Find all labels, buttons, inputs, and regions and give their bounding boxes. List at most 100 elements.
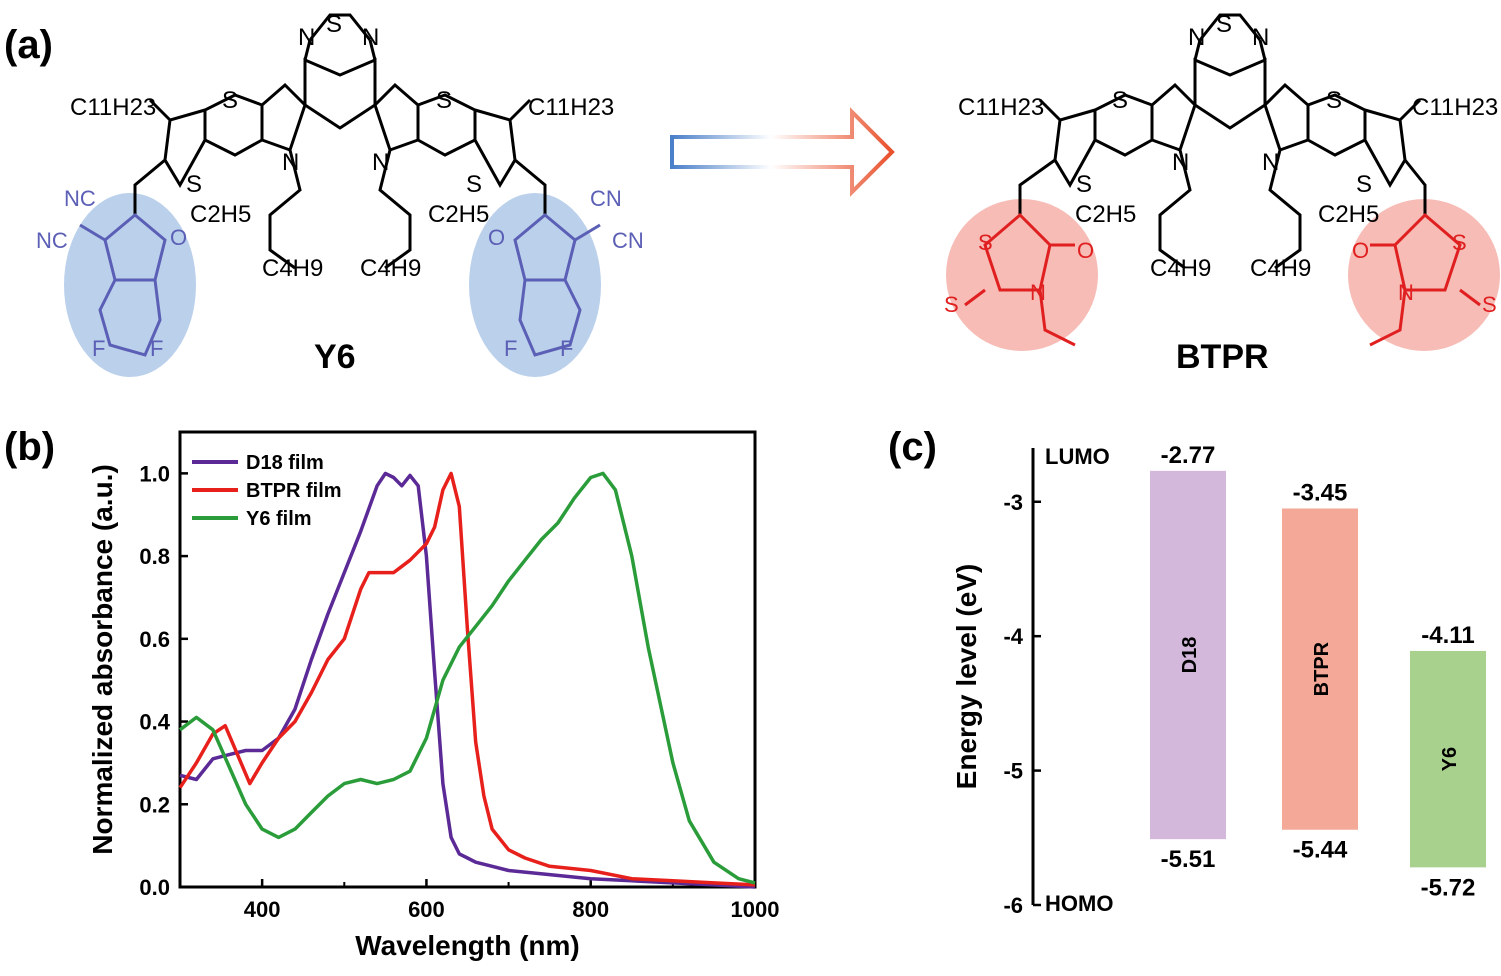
btpr-n-left: N <box>1030 280 1046 305</box>
y-tick-label: 0.2 <box>139 792 170 817</box>
btpr-butyl-left: C4H9 <box>1150 255 1211 282</box>
y6-end-groups <box>79 213 601 357</box>
legend-label: Y6 film <box>246 508 312 530</box>
y6-butyl-left: C4H9 <box>262 255 323 282</box>
btpr-atom-n-pyrrole-left: N <box>1172 149 1189 176</box>
y6-atom-s-4: S <box>466 171 482 198</box>
energy-level-chart: -3 -4 -5 -6 Energy level (eV) LUMO HOMO D18 -2.7… <box>951 442 1486 918</box>
y6-atom-n-pyrrole-left: N <box>282 149 299 176</box>
energy-tick-label: -5 <box>1003 759 1023 784</box>
energy-bar-y6 <box>1410 650 1486 868</box>
btpr-atom-s-1: S <box>1112 87 1128 114</box>
energy-tick-label: -4 <box>1003 624 1023 649</box>
x-tick-label: 1000 <box>731 897 780 922</box>
series-line-btpr-film <box>178 471 756 887</box>
btpr-right-endgroup-highlight <box>1348 199 1500 351</box>
lumo-label: LUMO <box>1045 444 1110 469</box>
y6-core-structure <box>133 13 547 270</box>
y-axis-title: Normalized absorbance (a.u.) <box>87 464 118 855</box>
btpr-o-left: O <box>1077 238 1094 263</box>
energy-bar-name: D18 <box>1179 637 1201 674</box>
energy-bar-name: Y6 <box>1439 747 1461 771</box>
y6-sidechain-right: C11H23 <box>528 94 614 121</box>
y6-f-right-2: F <box>560 336 573 361</box>
y6-atom-n-left: N <box>298 24 315 51</box>
y6-nc-bottom-left: NC <box>36 228 68 253</box>
btpr-left-endgroup-highlight <box>946 199 1098 351</box>
series-line-d18-film <box>179 471 756 889</box>
btpr-atom-s-thiadiazole: S <box>1216 11 1232 38</box>
btpr-atom-s-2: S <box>1076 171 1092 198</box>
panel-label-b: (b) <box>4 425 55 469</box>
btpr-atom-n-left: N <box>1188 24 1205 51</box>
btpr-ethyl-left: C2H5 <box>1075 201 1136 228</box>
molecule-name-y6: Y6 <box>314 338 356 376</box>
btpr-s-ring-right: S <box>1452 230 1467 255</box>
btpr-atom-s-3: S <box>1326 87 1342 114</box>
btpr-o-right: O <box>1352 238 1369 263</box>
lumo-value-label: -4.11 <box>1421 622 1474 649</box>
x-tick-label: 800 <box>572 897 609 922</box>
btpr-atom-s-4: S <box>1356 171 1372 198</box>
molecule-name-btpr: BTPR <box>1176 338 1269 376</box>
y6-right-endgroup-highlight <box>469 193 601 377</box>
homo-label: HOMO <box>1045 891 1113 916</box>
y-tick-label: 0.4 <box>139 710 170 735</box>
x-axis-title: Wavelength (nm) <box>355 930 580 961</box>
y-tick-label: 0.6 <box>139 627 170 652</box>
lumo-value-label: -3.45 <box>1293 479 1348 506</box>
homo-value-label: -5.51 <box>1161 846 1216 873</box>
y6-f-right-1: F <box>504 336 517 361</box>
btpr-ethyl-right: C2H5 <box>1318 201 1379 228</box>
y6-f-left-2: F <box>150 336 163 361</box>
energy-bar-d18 <box>1150 470 1226 840</box>
y6-atom-n-pyrrole-right: N <box>372 149 389 176</box>
btpr-sidechain-left: C11H23 <box>958 94 1044 121</box>
homo-value-label: -5.72 <box>1421 874 1476 901</box>
absorbance-chart: 400 600 800 1000 0.0 0.2 0.4 0.6 0.8 1.0 Wavelengt… <box>87 430 780 961</box>
y6-f-left-1: F <box>92 336 105 361</box>
y6-ethyl-left: C2H5 <box>190 201 251 228</box>
y6-ethyl-right: C2H5 <box>428 201 489 228</box>
btpr-end-groups <box>964 212 1481 347</box>
y6-atom-s-1: S <box>222 87 238 114</box>
y-tick-label: 0.0 <box>139 875 170 900</box>
y-tick-label: 0.8 <box>139 544 170 569</box>
energy-bar-name: BTPR <box>1311 641 1333 696</box>
btpr-sidechain-right: C11H23 <box>1412 94 1498 121</box>
legend-label: BTPR film <box>246 480 342 502</box>
plot-frame <box>178 430 757 889</box>
energy-bar-btpr <box>1282 508 1358 830</box>
y6-atom-n-right: N <box>362 24 379 51</box>
legend-label: D18 film <box>246 452 324 474</box>
btpr-s-thione-right: S <box>1482 292 1497 317</box>
y6-atom-s-2: S <box>186 171 202 198</box>
btpr-s-thione-left: S <box>944 292 959 317</box>
energy-tick-label: -3 <box>1003 490 1023 515</box>
lumo-value-label: -2.77 <box>1161 442 1216 469</box>
energy-tick-label: -6 <box>1003 893 1023 918</box>
btpr-butyl-right: C4H9 <box>1250 255 1311 282</box>
y-tick-label: 1.0 <box>139 461 170 486</box>
y6-atom-s-thiadiazole: S <box>326 11 342 38</box>
y6-o-left: O <box>170 225 187 250</box>
homo-value-label: -5.44 <box>1293 837 1348 864</box>
energy-axis-title: Energy level (eV) <box>951 564 982 790</box>
btpr-atom-n-pyrrole-right: N <box>1262 149 1279 176</box>
panel-label-c: (c) <box>888 425 937 469</box>
btpr-atom-n-right: N <box>1252 24 1269 51</box>
x-tick-label: 400 <box>244 897 281 922</box>
x-tick-label: 600 <box>408 897 445 922</box>
panel-label-a: (a) <box>4 23 53 67</box>
y6-nc-top-left: NC <box>64 186 96 211</box>
y6-atom-s-3: S <box>436 87 452 114</box>
y6-sidechain-left: C11H23 <box>70 94 156 121</box>
y6-cn-top-right: CN <box>590 186 622 211</box>
btpr-s-ring-left: S <box>978 230 993 255</box>
btpr-core-structure <box>1018 13 1427 270</box>
transformation-arrow <box>670 107 895 197</box>
y6-butyl-right: C4H9 <box>360 255 421 282</box>
y6-o-right: O <box>488 225 505 250</box>
